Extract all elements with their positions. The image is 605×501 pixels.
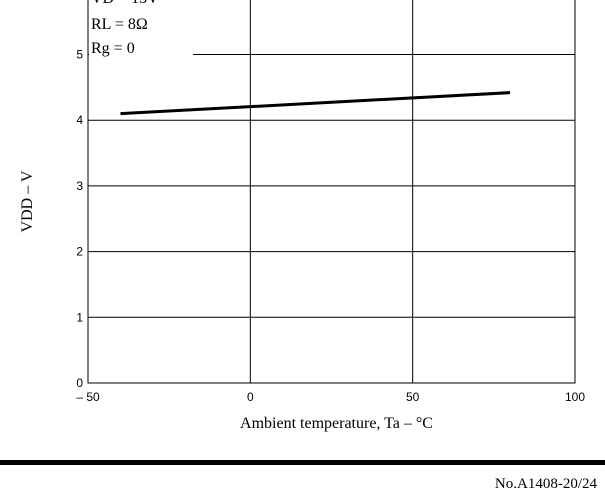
x-tick-label: 0 (247, 390, 254, 404)
plot-frame (87, 0, 576, 384)
y-tick-label: 4 (76, 113, 83, 127)
y-tick-label: 0 (76, 376, 83, 390)
y-tick-label: 1 (76, 310, 83, 324)
y-tick-labels: 0 1 2 3 4 5 (76, 48, 83, 390)
series-layer (120, 91, 511, 116)
condition-rl: RL = 8Ω (91, 16, 148, 33)
condition-vd: VD = 13V (91, 0, 159, 7)
y-axis-label: VDD – V (19, 170, 36, 232)
x-tick-labels: – 50 0 50 100 (76, 390, 585, 404)
conditions-box: VD = 13V RL = 8Ω Rg = 0 (89, 0, 193, 65)
x-axis-label: Ambient temperature, Ta – °C (240, 415, 433, 432)
x-tick-label: 100 (565, 390, 585, 404)
series-line (120, 91, 511, 116)
conditions-background (89, 0, 193, 65)
footer-rule (0, 460, 605, 465)
y-tick-label: 5 (76, 48, 83, 62)
document-number: No.A1408-20/24 (494, 476, 597, 492)
condition-rg: Rg = 0 (91, 40, 135, 57)
y-tick-label: 3 (76, 179, 83, 193)
y-tick-label: 2 (76, 245, 83, 259)
x-tick-label: – 50 (76, 390, 100, 404)
x-tick-label: 50 (406, 390, 420, 404)
